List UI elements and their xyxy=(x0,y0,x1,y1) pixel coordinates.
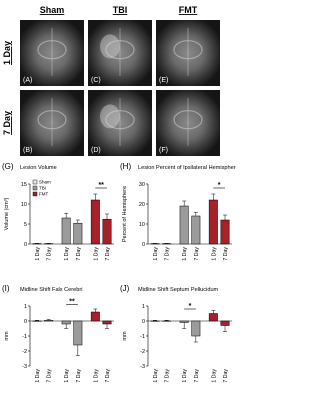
column-header: TBI xyxy=(113,5,128,15)
x-tick-label: 1 Day xyxy=(64,247,70,261)
y-tick-label: 5 xyxy=(24,222,27,228)
chart-title: Lesion Volume xyxy=(20,165,57,171)
y-tick-label: 15 xyxy=(21,182,27,188)
x-tick-label: 7 Day xyxy=(194,247,200,261)
significance-label: ** xyxy=(98,182,104,189)
x-tick-label: 7 Day xyxy=(165,247,171,261)
y-tick-label: 0 xyxy=(24,242,27,248)
x-tick-label: 7 Day xyxy=(105,247,111,261)
page: {"figure":{"columns":["Sham","TBI","FMT"… xyxy=(2,5,236,383)
legend-swatch xyxy=(32,179,38,185)
x-tick-label: 7 Day xyxy=(223,247,229,261)
bar xyxy=(44,320,54,322)
bar xyxy=(102,218,112,245)
x-tick-label: 1 Day xyxy=(35,369,41,383)
panel-label: (D) xyxy=(91,147,101,154)
y-tick-label: 10 xyxy=(21,202,27,208)
y-tick-label: -2 xyxy=(22,349,27,355)
x-tick-label: 1 Day xyxy=(211,247,217,261)
chart-title: Lesion Percent of Ipsilateral Hemisphere xyxy=(138,165,236,171)
x-tick-label: 7 Day xyxy=(76,369,82,383)
mri-lesion xyxy=(100,34,120,59)
y-tick-label: 0 xyxy=(24,319,27,325)
x-tick-label: 7 Day xyxy=(194,369,200,383)
legend-swatch xyxy=(32,185,38,191)
bar xyxy=(61,217,71,245)
significance-label: ** xyxy=(69,299,75,306)
bar xyxy=(179,205,189,245)
y-tick-label: 1 xyxy=(142,304,145,310)
y-tick-label: 10 xyxy=(139,222,145,228)
panel-label: (G) xyxy=(2,162,14,171)
panel-label: (A) xyxy=(23,77,32,84)
x-tick-label: 7 Day xyxy=(105,369,111,383)
bar xyxy=(61,320,71,325)
significance-label: * xyxy=(189,303,192,310)
x-tick-label: 1 Day xyxy=(35,247,41,261)
y-tick-label: 1 xyxy=(24,304,27,310)
y-axis-label: Volume (cm³) xyxy=(4,197,10,230)
bar xyxy=(208,199,218,245)
y-axis-label: mm xyxy=(4,331,10,341)
mri-lesion xyxy=(100,104,120,129)
bar xyxy=(191,215,201,245)
x-tick-label: 1 Day xyxy=(182,247,188,261)
legend-label: Sham xyxy=(39,180,51,185)
y-tick-label: -1 xyxy=(22,334,27,340)
bar xyxy=(179,320,189,323)
y-tick-label: -3 xyxy=(22,364,27,370)
row-header: 1 Day xyxy=(2,41,12,65)
bar xyxy=(73,222,83,245)
x-tick-label: 1 Day xyxy=(93,247,99,261)
y-tick-label: -1 xyxy=(140,334,145,340)
legend-label: TBI xyxy=(39,186,46,191)
y-axis-label: Percent of Hemisphere xyxy=(122,186,128,242)
x-tick-label: 1 Day xyxy=(211,369,217,383)
bar xyxy=(90,199,100,245)
chart-title: Midline Shift Falx Cerebri xyxy=(20,287,83,293)
bar xyxy=(220,219,230,245)
bar xyxy=(73,320,83,346)
chart-title: Midline Shift Septum Pellucidum xyxy=(138,287,219,293)
x-tick-label: 7 Day xyxy=(47,247,53,261)
panel-label: (J) xyxy=(120,284,130,293)
x-tick-label: 1 Day xyxy=(182,369,188,383)
bar xyxy=(220,320,230,326)
panel-label: (I) xyxy=(2,284,10,293)
x-tick-label: 1 Day xyxy=(153,369,159,383)
y-tick-label: 30 xyxy=(139,182,145,188)
y-tick-label: -3 xyxy=(140,364,145,370)
x-tick-label: 7 Day xyxy=(223,369,229,383)
panel-label: (H) xyxy=(120,162,131,171)
y-tick-label: 0 xyxy=(142,319,145,325)
panel-label: (C) xyxy=(91,77,101,84)
x-tick-label: 1 Day xyxy=(153,247,159,261)
bar xyxy=(90,311,100,322)
panel-label: (B) xyxy=(23,147,32,154)
y-axis-label: mm xyxy=(122,331,128,341)
significance-label: * xyxy=(218,182,221,189)
x-tick-label: 7 Day xyxy=(76,247,82,261)
bar xyxy=(208,313,218,322)
column-header: Sham xyxy=(40,5,65,15)
bar xyxy=(102,320,112,325)
panel-label: (E) xyxy=(159,77,168,84)
y-tick-label: -2 xyxy=(140,349,145,355)
legend-swatch xyxy=(32,191,38,197)
y-tick-label: 0 xyxy=(142,242,145,248)
row-header: 7 Day xyxy=(2,111,12,135)
column-header: FMT xyxy=(179,5,198,15)
x-tick-label: 7 Day xyxy=(165,369,171,383)
y-tick-label: 20 xyxy=(139,202,145,208)
x-tick-label: 1 Day xyxy=(93,369,99,383)
x-tick-label: 7 Day xyxy=(47,369,53,383)
legend-label: FMT xyxy=(39,192,48,197)
x-tick-label: 1 Day xyxy=(64,369,70,383)
bar xyxy=(191,320,201,337)
panel-label: (F) xyxy=(159,147,168,154)
